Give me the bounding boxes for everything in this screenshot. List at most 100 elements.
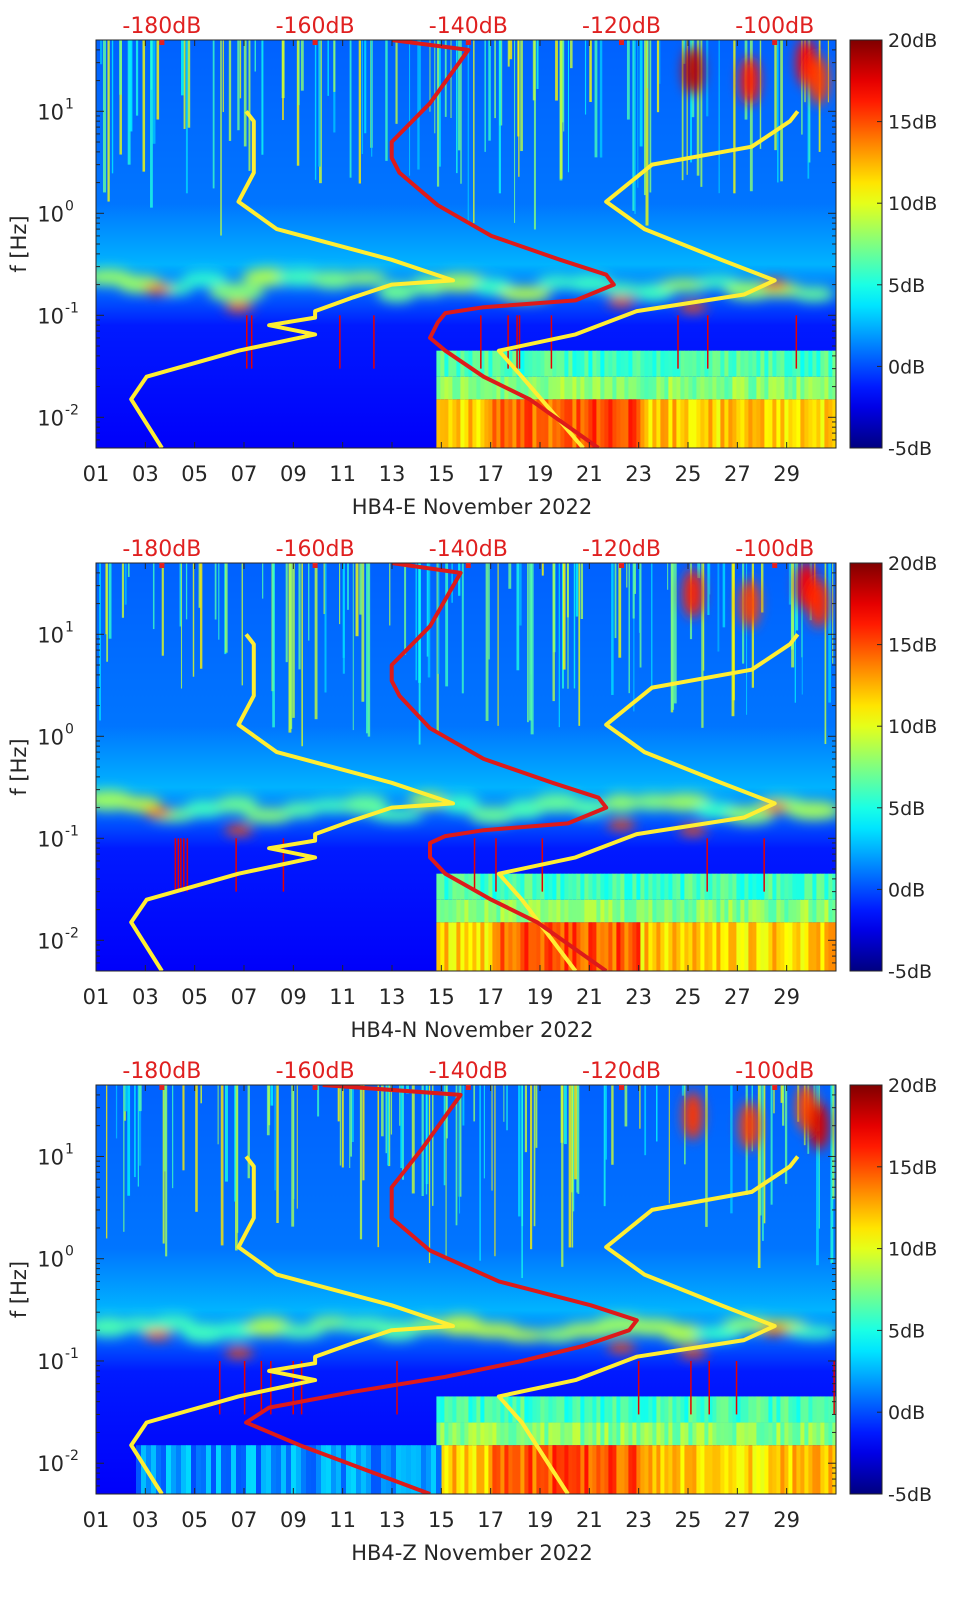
- spectrogram-cell: [740, 1396, 745, 1423]
- spectrogram-cell: [768, 873, 773, 900]
- spectrogram-cell: [260, 1360, 263, 1415]
- spectrogram-cell: [548, 399, 553, 448]
- spectrogram-cell: [528, 350, 533, 377]
- spectrogram-cell: [686, 40, 688, 175]
- spectrogram-cell: [324, 563, 327, 693]
- series-line-2: [496, 633, 800, 971]
- spectrogram-cell: [792, 1422, 797, 1446]
- microseism-band: [96, 267, 835, 313]
- spectrogram-cell: [652, 899, 657, 923]
- spectrogram-cell: [828, 899, 833, 923]
- spectrogram-cell: [716, 399, 721, 448]
- spectrogram-cell: [584, 399, 589, 448]
- x-tick-label: 13: [379, 462, 406, 486]
- spectrogram-cell: [683, 40, 686, 64]
- spectrogram-cell: [592, 899, 597, 923]
- x-tick-label: 09: [280, 462, 307, 486]
- spectrogram-cell: [672, 922, 677, 971]
- spectrogram-cell: [772, 899, 777, 923]
- spectrogram-cell: [648, 1396, 653, 1423]
- spectrogram-cell: [556, 899, 561, 923]
- spectrogram-cell: [536, 873, 541, 900]
- x-tick-label: 23: [625, 985, 652, 1009]
- spectrogram-cell: [730, 1085, 733, 1214]
- spectrogram-cell: [820, 399, 825, 448]
- spectrogram-cell: [222, 40, 224, 113]
- spectrogram-cell: [476, 873, 481, 900]
- spectrogram-cell: [576, 899, 581, 923]
- spectrogram-cell: [492, 1445, 497, 1494]
- spectrogram-cell: [472, 922, 477, 971]
- panel-3: 01 03 05 07 09 11 13 15 17 19 21 23 25 27 2910-210-110…: [7, 1059, 937, 1565]
- spectrogram-cell: [218, 1360, 221, 1415]
- spectrogram-cell: [656, 350, 661, 377]
- spectrogram-cell: [620, 376, 625, 400]
- spectrogram-cell: [172, 1085, 174, 1189]
- spectrogram-cell: [804, 1422, 809, 1446]
- x-tick-label: 25: [675, 985, 702, 1009]
- spectrogram-cell: [764, 376, 769, 400]
- spectrogram-cell: [708, 1445, 713, 1494]
- spectrogram-cell: [624, 873, 629, 900]
- spectrogram-cell: [632, 399, 637, 448]
- y-tick-label: 10: [37, 623, 64, 647]
- spectrogram-cell: [772, 350, 777, 377]
- spectrogram-cell: [436, 1422, 441, 1446]
- spectrogram-cell: [672, 1422, 677, 1446]
- spectrogram-cell: [812, 899, 817, 923]
- spectrogram-cell: [472, 350, 477, 377]
- spectrogram-cell: [636, 350, 641, 377]
- spectrogram-cell: [176, 1445, 182, 1494]
- spectrogram-cell: [589, 40, 592, 102]
- spectrogram-cell: [419, 40, 421, 110]
- spectrogram-cell: [564, 899, 569, 923]
- spectrogram-cell: [760, 1396, 765, 1423]
- spectrogram-cell: [684, 922, 689, 971]
- y-tick-label-exponent: -1: [65, 823, 79, 839]
- spectrogram-cell: [832, 899, 836, 923]
- spectrogram-cell: [561, 40, 564, 123]
- spectrogram-cell: [640, 1396, 645, 1423]
- top-axis-label: -100dB: [735, 1059, 814, 1084]
- spectrogram-cell: [680, 399, 685, 448]
- spectrogram-cell: [732, 1445, 737, 1494]
- spectrogram-cell: [588, 376, 593, 400]
- spectrogram-cell: [692, 1422, 697, 1446]
- spectrogram-cell: [804, 350, 809, 377]
- spectrogram-cell: [558, 563, 560, 728]
- spectrogram-cell: [676, 1422, 681, 1446]
- spectrogram-cell: [456, 1422, 461, 1446]
- spectrogram-cell: [138, 1085, 142, 1112]
- spectrogram-cell: [626, 563, 628, 588]
- spectrogram-cell: [127, 40, 131, 165]
- top-axis-tick: [465, 563, 471, 568]
- x-tick-label: 17: [477, 1508, 504, 1532]
- spectrogram-cell: [748, 350, 753, 377]
- spectrogram-cell: [788, 922, 793, 971]
- spectrogram-cell: [636, 1445, 641, 1494]
- spectrogram-cell: [759, 1085, 762, 1216]
- spectrogram-cell: [712, 1422, 717, 1446]
- colorbar-tick-label: 15dB: [888, 112, 937, 134]
- spectrogram-cell: [748, 399, 753, 448]
- spectrogram-cell: [576, 1085, 578, 1193]
- x-tick-label: 17: [477, 462, 504, 486]
- spectrogram-cell: [321, 1445, 327, 1494]
- spectrogram-cell: [448, 922, 453, 971]
- spectrogram-cell: [261, 1445, 267, 1494]
- spectrogram-cell: [246, 1445, 252, 1494]
- spectrogram-cell: [532, 40, 536, 101]
- spectrogram-cell: [559, 40, 563, 179]
- spectrogram-cell: [676, 399, 681, 448]
- spectrogram-cell: [832, 1085, 835, 1200]
- spectrogram-cell: [672, 873, 677, 900]
- spectrogram-cell: [668, 1085, 670, 1204]
- spectrogram-cell: [588, 1422, 593, 1446]
- spectrogram-cell: [200, 1085, 202, 1104]
- spectrogram-cell: [776, 922, 781, 971]
- spectrogram-cell: [764, 873, 769, 900]
- spectrogram-cell: [740, 899, 745, 923]
- spectrogram-cell: [156, 40, 160, 120]
- spectrogram-cell: [588, 1396, 593, 1423]
- spectrogram-cell: [624, 350, 629, 377]
